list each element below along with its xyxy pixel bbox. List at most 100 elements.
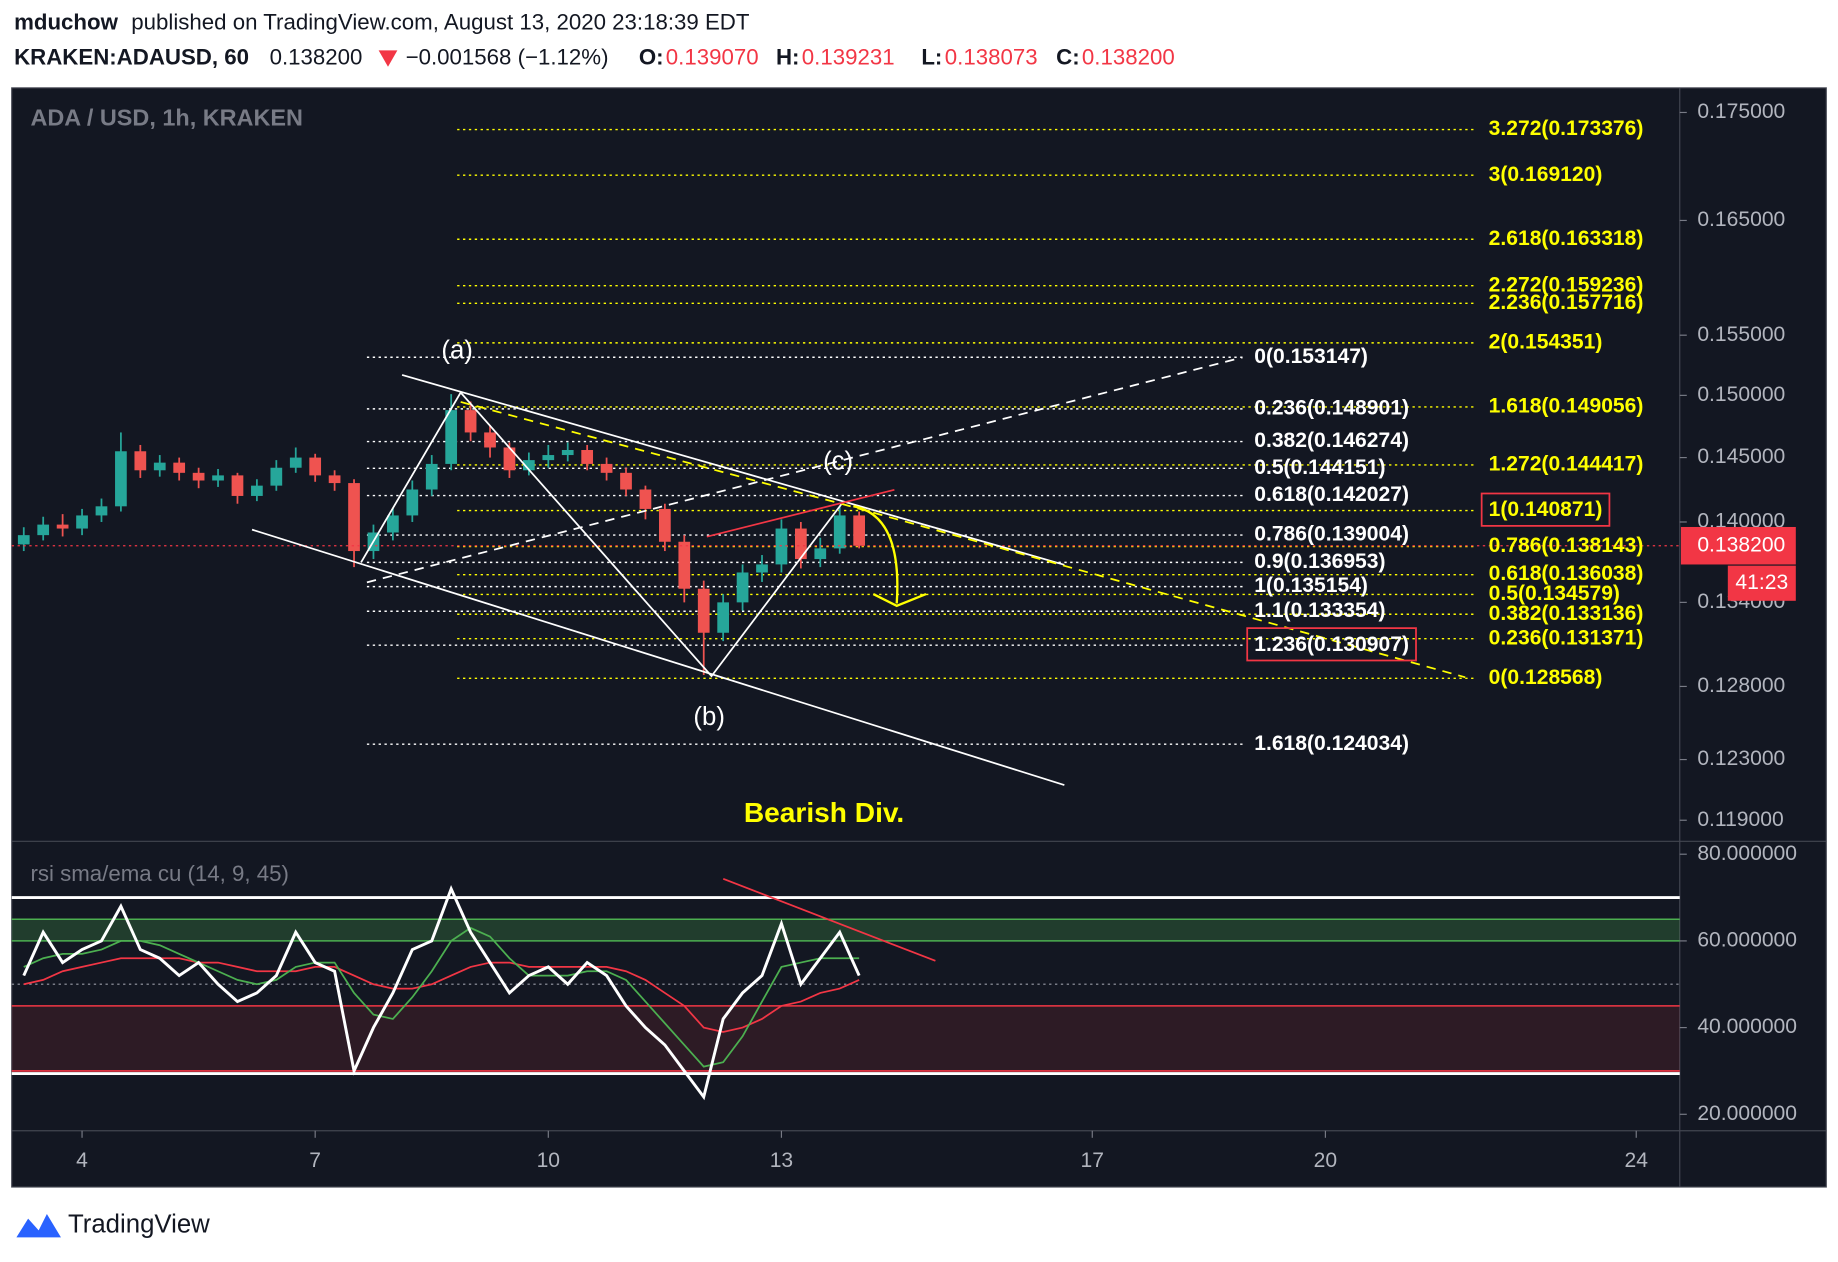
candle-body [37, 524, 50, 536]
candle-body [775, 528, 788, 565]
logo-icon [16, 1213, 61, 1238]
rsi-band [11, 1005, 1680, 1071]
fib-label: 3(0.169120) [1489, 163, 1603, 186]
candle-body [756, 564, 768, 573]
x-tick-label: 10 [537, 1149, 560, 1172]
candle-body [717, 602, 730, 633]
candle-body [212, 475, 224, 481]
rsi-line [23, 926, 860, 1068]
candle-body [270, 467, 283, 486]
annotation: (c) [823, 448, 853, 476]
last-price-label: 0.138200 [1697, 533, 1785, 556]
fib-label: 0.5(0.134579) [1489, 582, 1620, 605]
candle-body [484, 432, 496, 448]
fib-label: 2.236(0.157716) [1489, 291, 1644, 314]
countdown: 41:23 [1735, 571, 1788, 594]
x-tick-label: 17 [1081, 1149, 1104, 1172]
channel-upper [401, 374, 1065, 566]
fib-label: 0(0.128568) [1489, 666, 1603, 689]
fib-label: 1.236(0.130907) [1254, 633, 1409, 656]
fib-label: 1.618(0.149056) [1489, 395, 1644, 418]
fib-label: 0.382(0.133136) [1489, 602, 1644, 625]
candle-body [309, 457, 322, 476]
candle-body [659, 508, 671, 542]
candle-body [814, 548, 827, 560]
candle-body [833, 515, 846, 549]
candle-body [406, 489, 419, 516]
fib-label: 2.272(0.159236) [1489, 273, 1644, 296]
candle-body [173, 462, 186, 473]
published: published on TradingView.com, August 13,… [131, 9, 750, 34]
y-tick-label: 0.155000 [1697, 323, 1785, 346]
candle-body [794, 528, 807, 560]
candle-body [251, 485, 263, 496]
countdown-tag [1727, 565, 1796, 601]
fib-label: 0(0.153147) [1254, 345, 1368, 368]
fib-label: 1.1(0.133354) [1254, 599, 1385, 622]
ohlc-key: L: [921, 44, 942, 69]
fib-label: 0.786(0.139004) [1254, 523, 1409, 546]
pane-title: ADA / USD, 1h, KRAKEN [30, 105, 302, 131]
candle-body [134, 451, 147, 471]
candle-body [678, 541, 691, 589]
y-tick-label: 20.000000 [1697, 1102, 1797, 1125]
candle-body [231, 475, 244, 496]
candle-body [542, 455, 555, 461]
y-tick-label: 60.000000 [1697, 928, 1797, 951]
fib-label: 0.236(0.148901) [1254, 396, 1409, 419]
fib-label: 2.618(0.163318) [1489, 227, 1644, 250]
last-price-tag [1680, 526, 1796, 565]
drawings [251, 356, 1466, 962]
fib-label: 0.618(0.142027) [1254, 483, 1409, 506]
x-tick-label: 20 [1314, 1149, 1337, 1172]
fib-label: 0.5(0.144151) [1254, 456, 1385, 479]
annotation: Bearish Div. [744, 797, 904, 828]
fib-label: 0.382(0.146274) [1254, 429, 1409, 452]
candle-body [600, 463, 613, 473]
candle-body [76, 515, 88, 529]
fib-label: 1.272(0.144417) [1489, 453, 1644, 476]
x-tick-label: 7 [309, 1149, 321, 1172]
wave-lines [360, 391, 843, 678]
y-tick-label: 0.123000 [1697, 747, 1785, 770]
last-price: 0.138200 [270, 44, 363, 69]
ohlc-key: H: [776, 44, 799, 69]
symbol: KRAKEN:ADAUSD, 60 [14, 44, 249, 69]
author: mduchow [14, 9, 119, 34]
rsi-divergence-line [722, 878, 936, 962]
candle-body [445, 410, 458, 464]
y-tick-label: 0.119000 [1697, 808, 1783, 831]
candle-body [639, 489, 652, 509]
red-divergence-line [706, 488, 895, 538]
pane-title: rsi sma/ema cu (14, 9, 45) [30, 861, 288, 886]
ohlc-value: 0.139070 [666, 44, 759, 69]
ohlc-value: 0.138073 [945, 44, 1038, 69]
candle-body [387, 515, 399, 533]
y-tick-label: 0.165000 [1697, 208, 1785, 231]
y-tick-label: 0.128000 [1697, 674, 1785, 697]
logo [16, 1213, 61, 1238]
candle-body [425, 463, 438, 490]
candle-body [328, 475, 341, 484]
annotation: (a) [441, 336, 473, 364]
candle-body [697, 588, 710, 633]
yellow-dashed [460, 401, 842, 505]
candle-body [192, 472, 205, 481]
chart-background [11, 87, 1827, 1188]
fib-highlight-box [1480, 492, 1611, 527]
dashed-trend [366, 356, 1243, 584]
fib-highlight-box [1246, 627, 1417, 662]
y-tick-label: 0.175000 [1697, 100, 1785, 123]
brand: TradingView [68, 1210, 210, 1238]
y-tick-label: 0.145000 [1697, 445, 1785, 468]
ohlc-value: 0.138200 [1082, 44, 1175, 69]
candle-body [561, 450, 574, 456]
fib-label: 0.618(0.136038) [1489, 562, 1644, 585]
candle-body [348, 483, 360, 552]
candle-body [95, 506, 108, 516]
candle-body [115, 451, 127, 507]
x-tick-label: 24 [1625, 1149, 1649, 1172]
fib-label: 0.9(0.136953) [1254, 550, 1385, 573]
ohlc-key: O: [639, 44, 664, 69]
